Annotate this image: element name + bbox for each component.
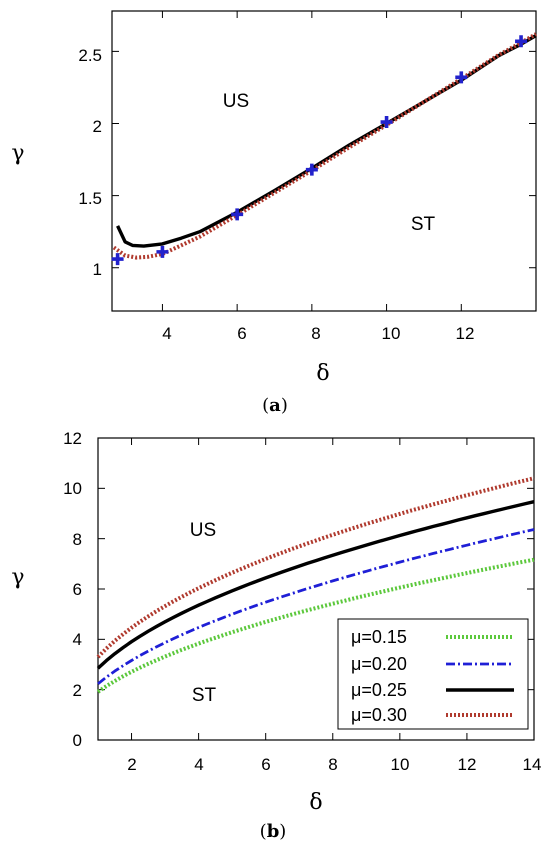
chart-a-xtick: 6 <box>237 324 246 343</box>
chart-b-ytick: 12 <box>63 429 82 448</box>
chart-a-marker <box>305 163 318 176</box>
legend-label: μ=0.15 <box>351 627 407 647</box>
chart-a-ytick: 2 <box>93 117 102 136</box>
legend-label: μ=0.25 <box>351 680 407 700</box>
chart-b-ytick: 2 <box>73 681 82 700</box>
chart-b-xtick: 10 <box>391 755 410 774</box>
chart-b-ytick: 10 <box>63 479 82 498</box>
chart-b-ytick: 8 <box>73 530 82 549</box>
chart-a-ticks <box>112 11 536 311</box>
legend-label: μ=0.30 <box>351 705 407 725</box>
chart-b-xtick: 6 <box>261 755 270 774</box>
chart-a-xtick: 4 <box>162 324 171 343</box>
chart-a-marker <box>231 208 244 221</box>
chart-b-xtick: 2 <box>127 755 136 774</box>
chart-b-panel-label: (b) <box>260 821 287 842</box>
chart-b-ylabel: γ <box>11 565 24 590</box>
chart-a-marker <box>111 253 124 266</box>
chart-b-xtick: 12 <box>458 755 477 774</box>
chart-a-xtick: 10 <box>382 324 401 343</box>
chart-b-region-st: ST <box>192 685 217 706</box>
chart-b-ytick: 6 <box>73 580 82 599</box>
chart-a-ytick: 2.5 <box>78 46 102 65</box>
chart-b-xtick: 14 <box>523 755 542 774</box>
chart-a-frame <box>111 10 537 312</box>
chart-b-series-line <box>97 528 535 685</box>
chart-a-marker <box>380 116 393 129</box>
chart-b-xlabel: δ <box>309 790 322 815</box>
chart-a-panel-letter: a <box>269 395 281 416</box>
chart-b-xtick: 8 <box>328 755 337 774</box>
chart-b-panel-letter: b <box>267 821 280 842</box>
chart-a-marker <box>515 35 528 48</box>
chart-a-ytick: 1.5 <box>78 189 102 208</box>
chart-b-ytick: 0 <box>73 731 82 750</box>
chart-a-xtick: 8 <box>311 324 320 343</box>
chart-b-xtick: 4 <box>194 755 203 774</box>
chart-a-marker <box>455 71 468 84</box>
chart-a-markers <box>111 35 528 266</box>
chart-a-region-st: ST <box>411 214 436 235</box>
chart-a-curves <box>112 32 537 260</box>
chart-a-marker <box>156 245 169 258</box>
legend-box <box>337 618 529 730</box>
legend-swatches <box>446 635 514 717</box>
legend-label: μ=0.20 <box>351 654 407 674</box>
chart-a-panel-label: (a) <box>262 395 288 416</box>
chart-a: 1 1.5 2 2.5 4 6 8 10 12 γ δ US ST (a) <box>11 10 537 416</box>
chart-b-series-line <box>96 476 535 659</box>
chart-a-ylabel: γ <box>11 141 24 166</box>
chart-b-series-line <box>96 500 535 670</box>
chart-a-series-line <box>116 34 537 248</box>
chart-a-xtick: 12 <box>456 324 475 343</box>
chart-b-region-us: US <box>190 520 216 541</box>
chart-a-region-us: US <box>223 91 249 112</box>
chart-b: 0 2 4 6 8 10 12 2 4 6 8 10 12 14 γ δ US … <box>11 429 541 842</box>
chart-b-curves <box>96 476 535 694</box>
chart-a-xlabel: δ <box>316 361 329 386</box>
chart-a-ytick: 1 <box>93 260 102 279</box>
legend: μ=0.15 μ=0.20 μ=0.25 μ=0.30 <box>337 618 529 730</box>
chart-b-ticks <box>98 438 534 740</box>
chart-b-ytick: 4 <box>73 630 82 649</box>
chart-a-series-line <box>112 32 537 260</box>
